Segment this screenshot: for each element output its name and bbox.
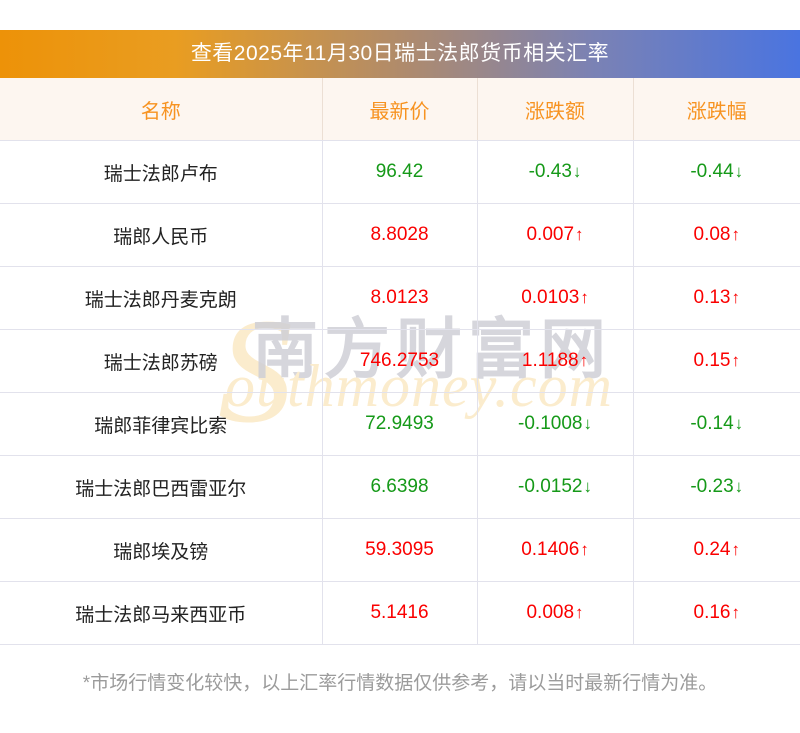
change-percent: 0.24↑ [633,518,800,582]
change-amount: 0.0103↑ [477,266,634,330]
change-amount: -0.0152↓ [477,455,634,519]
change-percent-value: 0.08 [693,224,731,245]
disclaimer-note: *市场行情变化较快，以上汇率行情数据仅供参考，请以当时最新行情为准。 [82,673,718,694]
change-amount: -0.1008↓ [477,392,634,456]
change-percent-value: 0.24 [693,539,731,560]
exchange-rate-table: 名称 最新价 涨跌额 涨跌幅 瑞士法郎卢布 96.42 -0.43↓ -0.44↓ 瑞郎… [0,78,800,645]
table-header: 名称 最新价 涨跌额 涨跌幅 [0,78,800,141]
table-row[interactable]: 瑞郎菲律宾比索 72.9493 -0.1008↓ -0.14↓ [0,392,800,456]
change-amount-value: 1.1188 [521,350,579,371]
latest-price: 96.42 [322,140,478,204]
arrow-up-icon: ↑ [575,225,584,244]
change-percent: 0.08↑ [633,203,800,267]
change-percent-value: -0.23 [690,476,734,497]
change-percent: 0.16↑ [633,581,800,645]
arrow-up-icon: ↑ [731,225,740,244]
currency-pair-name[interactable]: 瑞士法郎卢布 [0,140,323,204]
currency-pair-name[interactable]: 瑞郎埃及镑 [0,518,323,582]
change-amount: 0.008↑ [477,581,634,645]
table-header-row: 名称 最新价 涨跌额 涨跌幅 [0,78,800,141]
arrow-up-icon: ↑ [731,540,740,559]
arrow-down-icon: ↓ [734,414,744,433]
latest-price: 5.1416 [322,581,478,645]
change-amount-value: 0.1406 [521,539,580,560]
change-amount-value: 0.008 [526,602,575,623]
latest-price: 72.9493 [322,392,478,456]
change-amount-value: 0.0103 [521,287,580,308]
change-amount-value: -0.43 [528,161,572,182]
table-row[interactable]: 瑞士法郎丹麦克朗 8.0123 0.0103↑ 0.13↑ [0,266,800,330]
change-percent-value: 0.13 [693,287,731,308]
table-row[interactable]: 瑞士法郎苏磅 746.2753 1.1188↑ 0.15↑ [0,329,800,393]
table-row[interactable]: 瑞士法郎巴西雷亚尔 6.6398 -0.0152↓ -0.23↓ [0,455,800,519]
change-percent: 0.15↑ [633,329,800,393]
table-body: 瑞士法郎卢布 96.42 -0.43↓ -0.44↓ 瑞郎人民币 8.8028 0.007↑… [0,140,800,645]
currency-pair-name[interactable]: 瑞士法郎马来西亚币 [0,581,323,645]
latest-price: 6.6398 [322,455,478,519]
arrow-up-icon: ↑ [579,351,589,370]
currency-pair-name[interactable]: 瑞郎人民币 [0,203,323,267]
column-header-price[interactable]: 最新价 [322,78,478,141]
arrow-down-icon: ↓ [583,477,592,496]
currency-pair-name[interactable]: 瑞郎菲律宾比索 [0,392,323,456]
table-row[interactable]: 瑞士法郎马来西亚币 5.1416 0.008↑ 0.16↑ [0,581,800,645]
arrow-up-icon: ↑ [731,351,740,370]
change-percent-value: 0.15 [693,350,731,371]
change-amount: 1.1188↑ [477,329,634,393]
arrow-up-icon: ↑ [731,288,740,307]
currency-pair-name[interactable]: 瑞士法郎丹麦克朗 [0,266,323,330]
latest-price: 8.0123 [322,266,478,330]
arrow-up-icon: ↑ [580,540,589,559]
change-amount: 0.1406↑ [477,518,634,582]
page-title: 查看2025年11月30日瑞士法郎货币相关汇率 [0,30,800,78]
arrow-down-icon: ↓ [734,477,744,496]
arrow-down-icon: ↓ [583,414,592,433]
column-header-percent[interactable]: 涨跌幅 [633,78,800,141]
change-percent-value: 0.16 [693,602,731,623]
change-percent: 0.13↑ [633,266,800,330]
change-percent-value: -0.14 [690,413,734,434]
arrow-up-icon: ↑ [575,603,584,622]
table-row[interactable]: 瑞郎人民币 8.8028 0.007↑ 0.08↑ [0,203,800,267]
currency-pair-name[interactable]: 瑞士法郎苏磅 [0,329,323,393]
change-amount: 0.007↑ [477,203,634,267]
arrow-down-icon: ↓ [734,162,744,181]
column-header-name[interactable]: 名称 [0,78,323,141]
change-percent: -0.44↓ [633,140,800,204]
change-percent-value: -0.44 [690,161,734,182]
change-amount: -0.43↓ [477,140,634,204]
column-header-change[interactable]: 涨跌额 [477,78,634,141]
latest-price: 8.8028 [322,203,478,267]
table-row[interactable]: 瑞郎埃及镑 59.3095 0.1406↑ 0.24↑ [0,518,800,582]
table-row[interactable]: 瑞士法郎卢布 96.42 -0.43↓ -0.44↓ [0,140,800,204]
arrow-up-icon: ↑ [731,603,740,622]
change-amount-value: 0.007 [526,224,575,245]
change-percent: -0.14↓ [633,392,800,456]
latest-price: 59.3095 [322,518,478,582]
change-amount-value: -0.1008 [518,413,583,434]
currency-pair-name[interactable]: 瑞士法郎巴西雷亚尔 [0,455,323,519]
arrow-down-icon: ↓ [572,162,582,181]
arrow-up-icon: ↑ [580,288,589,307]
change-amount-value: -0.0152 [518,476,583,497]
latest-price: 746.2753 [322,329,478,393]
change-percent: -0.23↓ [633,455,800,519]
